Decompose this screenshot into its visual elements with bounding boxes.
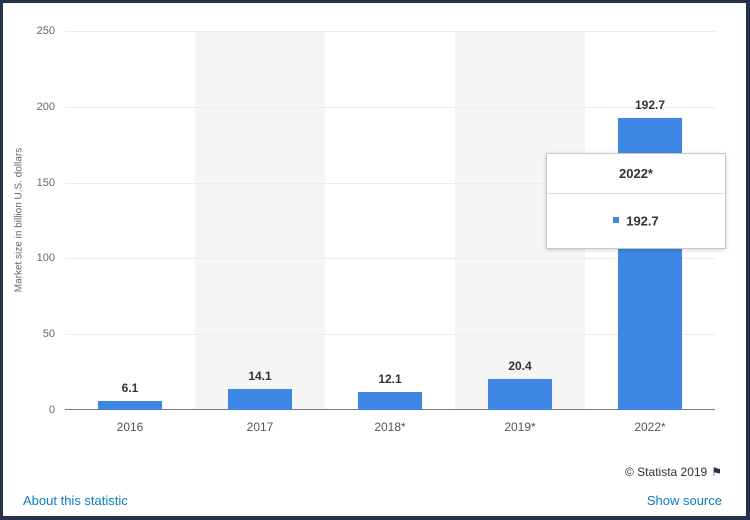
- bar-2016[interactable]: [98, 400, 162, 410]
- gridline: [65, 31, 715, 32]
- gridline: [65, 258, 715, 260]
- tooltip-title: 2022*: [547, 154, 725, 194]
- y-tick-label: 0: [48, 404, 55, 416]
- flag-icon: ⚑: [711, 465, 722, 479]
- y-tick-label: 250: [36, 25, 55, 37]
- plot-band: [195, 31, 325, 410]
- gridline: [65, 106, 715, 108]
- y-axis-title: Market size in billion U.S. dollars: [13, 147, 25, 293]
- tooltip: 2022* 192.7: [546, 153, 726, 249]
- x-tick-label: 2017: [246, 420, 274, 434]
- bar-value-label: 14.1: [248, 368, 272, 383]
- x-tick-label: 2019*: [504, 420, 536, 434]
- bar-2019*[interactable]: [488, 379, 552, 410]
- bar-2017[interactable]: [228, 388, 292, 410]
- x-tick-label: 2016: [116, 420, 144, 434]
- bar-value-label: 20.4: [508, 359, 532, 374]
- bar-2018*[interactable]: [358, 391, 422, 410]
- tooltip-value: 192.7: [626, 213, 659, 229]
- show-source-link[interactable]: Show source: [646, 493, 722, 508]
- copyright: © Statista 2019 ⚑: [625, 465, 722, 479]
- y-tick-label: 100: [36, 252, 55, 265]
- y-tick-label: 50: [42, 328, 55, 341]
- copyright-text: © Statista 2019: [625, 465, 708, 479]
- bar-value-label: 192.7: [634, 97, 666, 112]
- gridline: [65, 334, 715, 336]
- bar-value-label: 6.1: [121, 380, 139, 395]
- y-tick-label: 150: [36, 176, 55, 189]
- about-statistic-link[interactable]: About this statistic: [23, 493, 128, 508]
- x-tick-label: 2018*: [374, 420, 406, 434]
- y-tick-label: 200: [36, 100, 55, 113]
- gridline: [65, 182, 715, 184]
- series-marker-icon: [613, 216, 620, 223]
- bar-value-label: 12.1: [378, 371, 402, 386]
- bar-chart: Market size in billion U.S. dollars 0 50 1…: [3, 3, 747, 448]
- tooltip-body: 192.7: [547, 194, 725, 248]
- x-tick-label: 2022*: [634, 420, 666, 434]
